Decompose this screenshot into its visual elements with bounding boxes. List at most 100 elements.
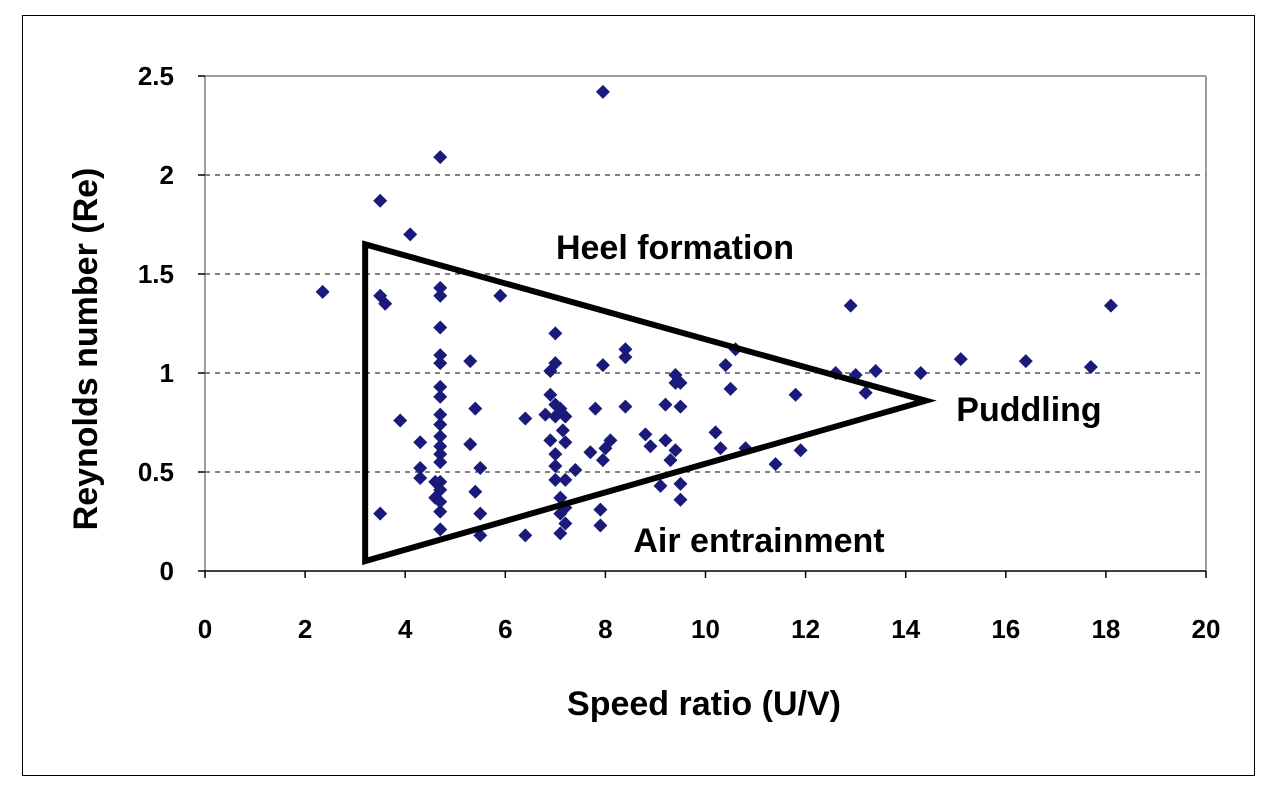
data-point	[913, 366, 928, 380]
data-point	[433, 150, 448, 165]
data-point	[433, 348, 448, 363]
data-point	[653, 478, 668, 493]
data-point	[595, 84, 610, 99]
data-point	[378, 296, 393, 311]
data-point	[708, 425, 723, 440]
data-point	[493, 288, 508, 303]
region-triangle	[362, 240, 937, 566]
region-labels: Heel formation Puddling Air entrainment	[556, 229, 1102, 560]
data-point	[433, 320, 448, 335]
data-point	[548, 459, 563, 474]
data-point	[433, 504, 448, 519]
data-point	[568, 463, 583, 478]
data-point	[643, 439, 658, 454]
data-point	[858, 385, 873, 400]
data-point	[433, 389, 448, 404]
x-tick-label: 4	[398, 614, 413, 644]
data-point	[468, 401, 483, 416]
data-point	[433, 447, 448, 462]
data-point	[718, 358, 733, 373]
data-point	[473, 506, 488, 521]
data-point	[673, 492, 688, 507]
data-point	[673, 399, 688, 414]
data-point	[518, 411, 533, 426]
data-point	[713, 441, 728, 456]
data-point	[673, 375, 688, 390]
data-point	[558, 472, 573, 487]
data-point	[433, 379, 448, 394]
data-point	[413, 461, 428, 476]
data-point	[638, 427, 653, 442]
data-point	[553, 506, 568, 521]
y-tick-label: 2.5	[138, 61, 174, 91]
data-point	[953, 352, 968, 367]
data-point	[548, 326, 563, 341]
x-tick-label: 0	[198, 614, 212, 644]
chart-frame	[22, 15, 1255, 776]
data-point	[673, 476, 688, 491]
data-point	[538, 407, 553, 422]
data-point	[548, 472, 563, 487]
axes	[198, 75, 1207, 578]
x-tick-label: 8	[598, 614, 612, 644]
y-axis-title: Reynolds number (Re)	[67, 168, 105, 531]
data-point	[868, 364, 883, 379]
label-puddling: Puddling	[956, 391, 1101, 429]
data-point	[433, 417, 448, 432]
data-point	[555, 423, 570, 438]
data-point	[618, 399, 633, 414]
data-point	[433, 280, 448, 295]
data-point	[595, 453, 610, 468]
data-point	[558, 516, 573, 531]
data-point	[433, 522, 448, 537]
data-point	[618, 342, 633, 357]
label-heel-formation: Heel formation	[556, 229, 794, 267]
y-tick-label: 2	[160, 160, 174, 190]
data-point	[663, 453, 678, 468]
data-point	[548, 356, 563, 371]
x-tick-label: 14	[891, 614, 920, 644]
data-point	[618, 350, 633, 365]
y-tick-label: 0.5	[138, 457, 174, 487]
data-point	[433, 356, 448, 371]
data-point	[593, 502, 608, 517]
data-point	[658, 397, 673, 412]
y-tick-label: 1	[160, 358, 174, 388]
data-point	[1018, 354, 1033, 369]
data-point	[373, 193, 388, 208]
x-tick-label: 12	[791, 614, 820, 644]
tick-labels: 0 2 4 6 8 10 12 14 16 18 20 0 0.5 1 1.5 2 2.5	[138, 61, 1221, 644]
data-point	[1103, 298, 1118, 313]
data-point	[543, 387, 558, 402]
data-point	[433, 288, 448, 303]
data-point	[433, 482, 448, 497]
data-point	[433, 474, 448, 489]
data-point	[403, 227, 418, 242]
label-air-entrainment: Air entrainment	[633, 522, 884, 560]
data-point	[1083, 360, 1098, 375]
y-tick-label: 1.5	[138, 259, 174, 289]
x-tick-label: 10	[691, 614, 720, 644]
y-tick-label: 0	[160, 556, 174, 586]
data-point	[588, 401, 603, 416]
data-point	[595, 358, 610, 373]
data-point	[843, 298, 858, 313]
data-point	[788, 387, 803, 402]
region-triangle-outline	[362, 240, 937, 566]
x-tick-label: 20	[1192, 614, 1221, 644]
data-point	[413, 435, 428, 450]
data-point	[658, 433, 673, 448]
data-point	[558, 409, 573, 424]
data-point	[433, 455, 448, 470]
data-point	[668, 443, 683, 458]
data-point	[603, 433, 618, 448]
data-point	[373, 506, 388, 521]
data-point	[543, 433, 558, 448]
data-point	[315, 284, 330, 299]
data-point	[473, 461, 488, 476]
x-tick-label: 18	[1091, 614, 1120, 644]
data-point	[593, 518, 608, 533]
data-point	[518, 528, 533, 543]
data-point	[768, 457, 783, 472]
